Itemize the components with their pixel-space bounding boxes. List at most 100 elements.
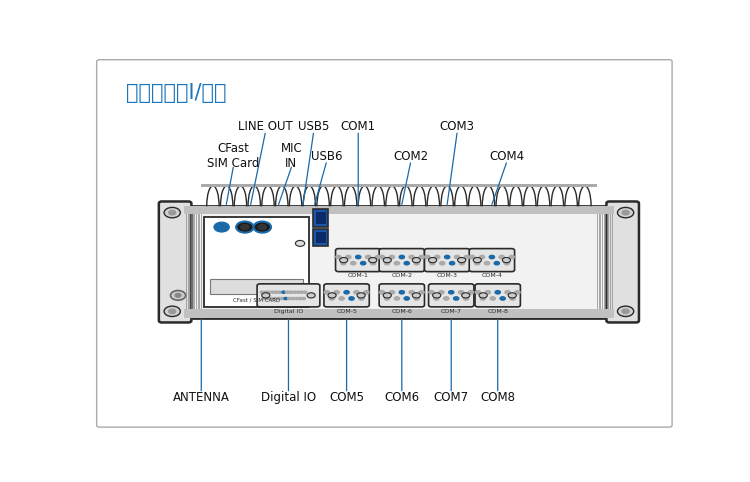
Circle shape: [424, 255, 430, 259]
Circle shape: [302, 297, 305, 300]
Circle shape: [346, 255, 351, 259]
Circle shape: [286, 291, 289, 294]
Circle shape: [264, 291, 267, 294]
Circle shape: [479, 255, 484, 259]
Circle shape: [289, 291, 292, 294]
Circle shape: [419, 255, 424, 259]
Circle shape: [458, 257, 466, 263]
Circle shape: [292, 291, 296, 294]
Circle shape: [440, 262, 445, 265]
Circle shape: [280, 297, 284, 300]
Circle shape: [340, 257, 348, 263]
FancyBboxPatch shape: [428, 284, 474, 307]
Circle shape: [375, 255, 380, 259]
Circle shape: [419, 291, 424, 294]
Circle shape: [439, 291, 444, 294]
Circle shape: [258, 225, 266, 230]
Bar: [314, 228, 328, 246]
Circle shape: [509, 255, 515, 259]
Circle shape: [399, 291, 404, 294]
Circle shape: [277, 297, 280, 300]
Circle shape: [444, 297, 449, 300]
Circle shape: [505, 291, 510, 294]
FancyBboxPatch shape: [257, 284, 320, 307]
Circle shape: [262, 297, 266, 300]
Circle shape: [296, 291, 300, 294]
Text: 前面板外置I/视图: 前面板外置I/视图: [126, 83, 226, 103]
Circle shape: [475, 262, 480, 265]
Circle shape: [334, 291, 339, 294]
Circle shape: [370, 262, 376, 265]
FancyBboxPatch shape: [97, 60, 672, 427]
Circle shape: [356, 255, 361, 259]
Circle shape: [262, 293, 270, 298]
Circle shape: [484, 262, 490, 265]
Circle shape: [274, 291, 278, 294]
Bar: [184, 309, 614, 318]
Circle shape: [169, 309, 176, 314]
Circle shape: [448, 291, 454, 294]
Circle shape: [394, 297, 400, 300]
Text: COM3: COM3: [440, 120, 475, 133]
Circle shape: [435, 255, 440, 259]
Text: COM-6: COM-6: [392, 309, 412, 314]
Circle shape: [340, 262, 346, 265]
Circle shape: [479, 293, 488, 298]
Circle shape: [336, 255, 341, 259]
Circle shape: [288, 297, 291, 300]
Circle shape: [383, 293, 392, 298]
Circle shape: [464, 297, 469, 300]
Circle shape: [449, 262, 454, 265]
Bar: [316, 231, 326, 243]
FancyBboxPatch shape: [159, 201, 191, 322]
Circle shape: [300, 291, 303, 294]
Circle shape: [503, 257, 511, 263]
Circle shape: [409, 291, 414, 294]
Circle shape: [380, 291, 385, 294]
Circle shape: [500, 297, 506, 300]
Text: CFast / SIM CARD: CFast / SIM CARD: [232, 297, 280, 302]
Text: COM-7: COM-7: [441, 309, 462, 314]
Circle shape: [495, 291, 500, 294]
Text: COM-4: COM-4: [482, 273, 502, 279]
Circle shape: [485, 291, 490, 294]
Circle shape: [329, 297, 334, 300]
Circle shape: [164, 306, 180, 317]
FancyBboxPatch shape: [475, 284, 520, 307]
Circle shape: [622, 210, 629, 215]
Circle shape: [361, 262, 366, 265]
Circle shape: [617, 207, 634, 218]
Text: COM8: COM8: [480, 391, 515, 404]
Circle shape: [214, 222, 230, 232]
Bar: [316, 212, 326, 224]
FancyBboxPatch shape: [324, 284, 369, 307]
Circle shape: [236, 222, 254, 233]
Circle shape: [413, 257, 421, 263]
FancyBboxPatch shape: [380, 249, 424, 272]
Circle shape: [369, 257, 376, 263]
Circle shape: [266, 297, 269, 300]
Text: USB5: USB5: [298, 120, 329, 133]
Circle shape: [429, 291, 434, 294]
Circle shape: [384, 297, 389, 300]
Circle shape: [273, 297, 277, 300]
Circle shape: [175, 294, 181, 297]
Circle shape: [476, 291, 481, 294]
Circle shape: [514, 291, 520, 294]
Circle shape: [298, 297, 302, 300]
Circle shape: [414, 262, 419, 265]
Circle shape: [328, 293, 336, 298]
Circle shape: [365, 255, 370, 259]
Circle shape: [409, 255, 414, 259]
Circle shape: [278, 291, 282, 294]
Text: COM7: COM7: [433, 391, 469, 404]
Circle shape: [445, 255, 450, 259]
Text: COM-1: COM-1: [348, 273, 369, 279]
Circle shape: [324, 291, 329, 294]
Bar: [184, 206, 614, 318]
Text: USB6: USB6: [310, 150, 342, 163]
Circle shape: [509, 293, 516, 298]
Circle shape: [169, 210, 176, 215]
Circle shape: [344, 291, 350, 294]
Circle shape: [271, 291, 274, 294]
